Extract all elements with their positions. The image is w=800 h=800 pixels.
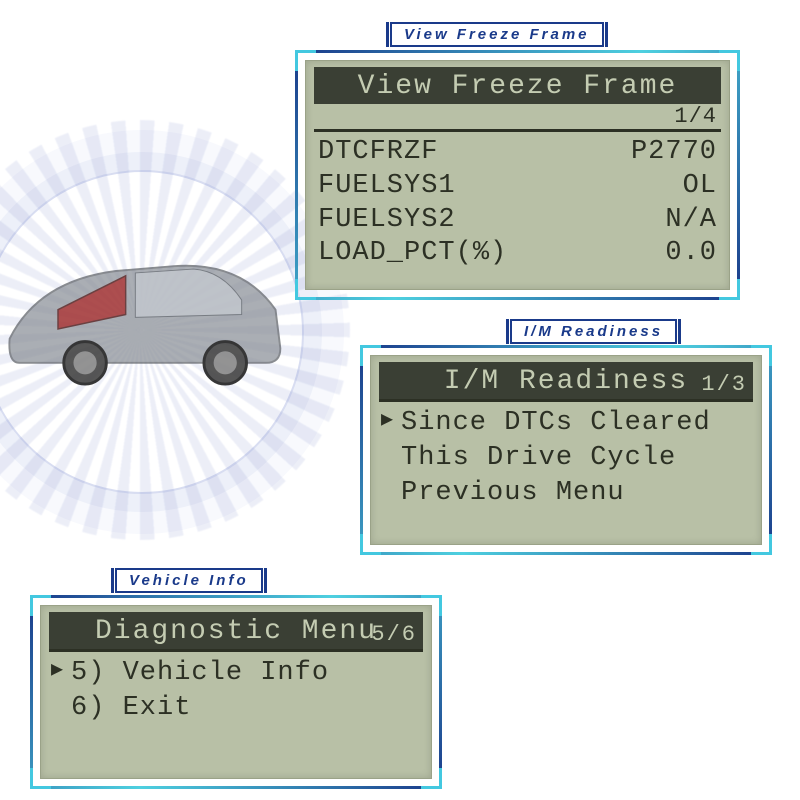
im-readiness-screen: I/M Readiness 1/3 Since DTCs Cleared Thi… — [370, 355, 762, 545]
param-value: OL — [683, 170, 717, 204]
menu-item-exit[interactable]: 6) Exit — [49, 691, 423, 726]
im-readiness-header: I/M Readiness — [379, 366, 753, 397]
vehicle-info-pager: 5/6 — [371, 622, 417, 647]
menu-item-since-dtcs-cleared[interactable]: Since DTCs Cleared — [379, 406, 753, 441]
freeze-frame-header: View Freeze Frame — [314, 67, 721, 104]
param-name: FUELSYS2 — [318, 204, 456, 238]
car-silhouette — [0, 200, 290, 400]
im-readiness-pager: 1/3 — [701, 372, 747, 397]
param-name: DTCFRZF — [318, 136, 438, 170]
divider — [379, 399, 753, 402]
im-readiness-header-row: I/M Readiness 1/3 — [379, 362, 753, 399]
menu-item-this-drive-cycle[interactable]: This Drive Cycle — [379, 441, 753, 476]
im-readiness-label: I/M Readiness — [510, 319, 677, 344]
vehicle-info-header: Diagnostic Menu — [49, 616, 423, 647]
param-value: P2770 — [631, 136, 717, 170]
param-value: 0.0 — [665, 237, 717, 271]
freeze-frame-row: FUELSYS2 N/A — [314, 204, 721, 238]
freeze-frame-row: LOAD_PCT(%) 0.0 — [314, 237, 721, 271]
freeze-frame-pager: 1/4 — [314, 104, 721, 132]
divider — [49, 649, 423, 652]
param-name: LOAD_PCT(%) — [318, 237, 507, 271]
freeze-frame-screen: View Freeze Frame 1/4 DTCFRZF P2770 FUEL… — [305, 60, 730, 290]
param-value: N/A — [665, 204, 717, 238]
freeze-frame-label: View Freeze Frame — [390, 22, 604, 47]
freeze-frame-row: FUELSYS1 OL — [314, 170, 721, 204]
vehicle-info-screen: Diagnostic Menu 5/6 5) Vehicle Info 6) E… — [40, 605, 432, 779]
vehicle-info-header-row: Diagnostic Menu 5/6 — [49, 612, 423, 649]
param-name: FUELSYS1 — [318, 170, 456, 204]
vehicle-info-label: Vehicle Info — [115, 568, 263, 593]
freeze-frame-row: DTCFRZF P2770 — [314, 136, 721, 170]
menu-item-vehicle-info[interactable]: 5) Vehicle Info — [49, 656, 423, 691]
menu-item-previous-menu[interactable]: Previous Menu — [379, 476, 753, 511]
